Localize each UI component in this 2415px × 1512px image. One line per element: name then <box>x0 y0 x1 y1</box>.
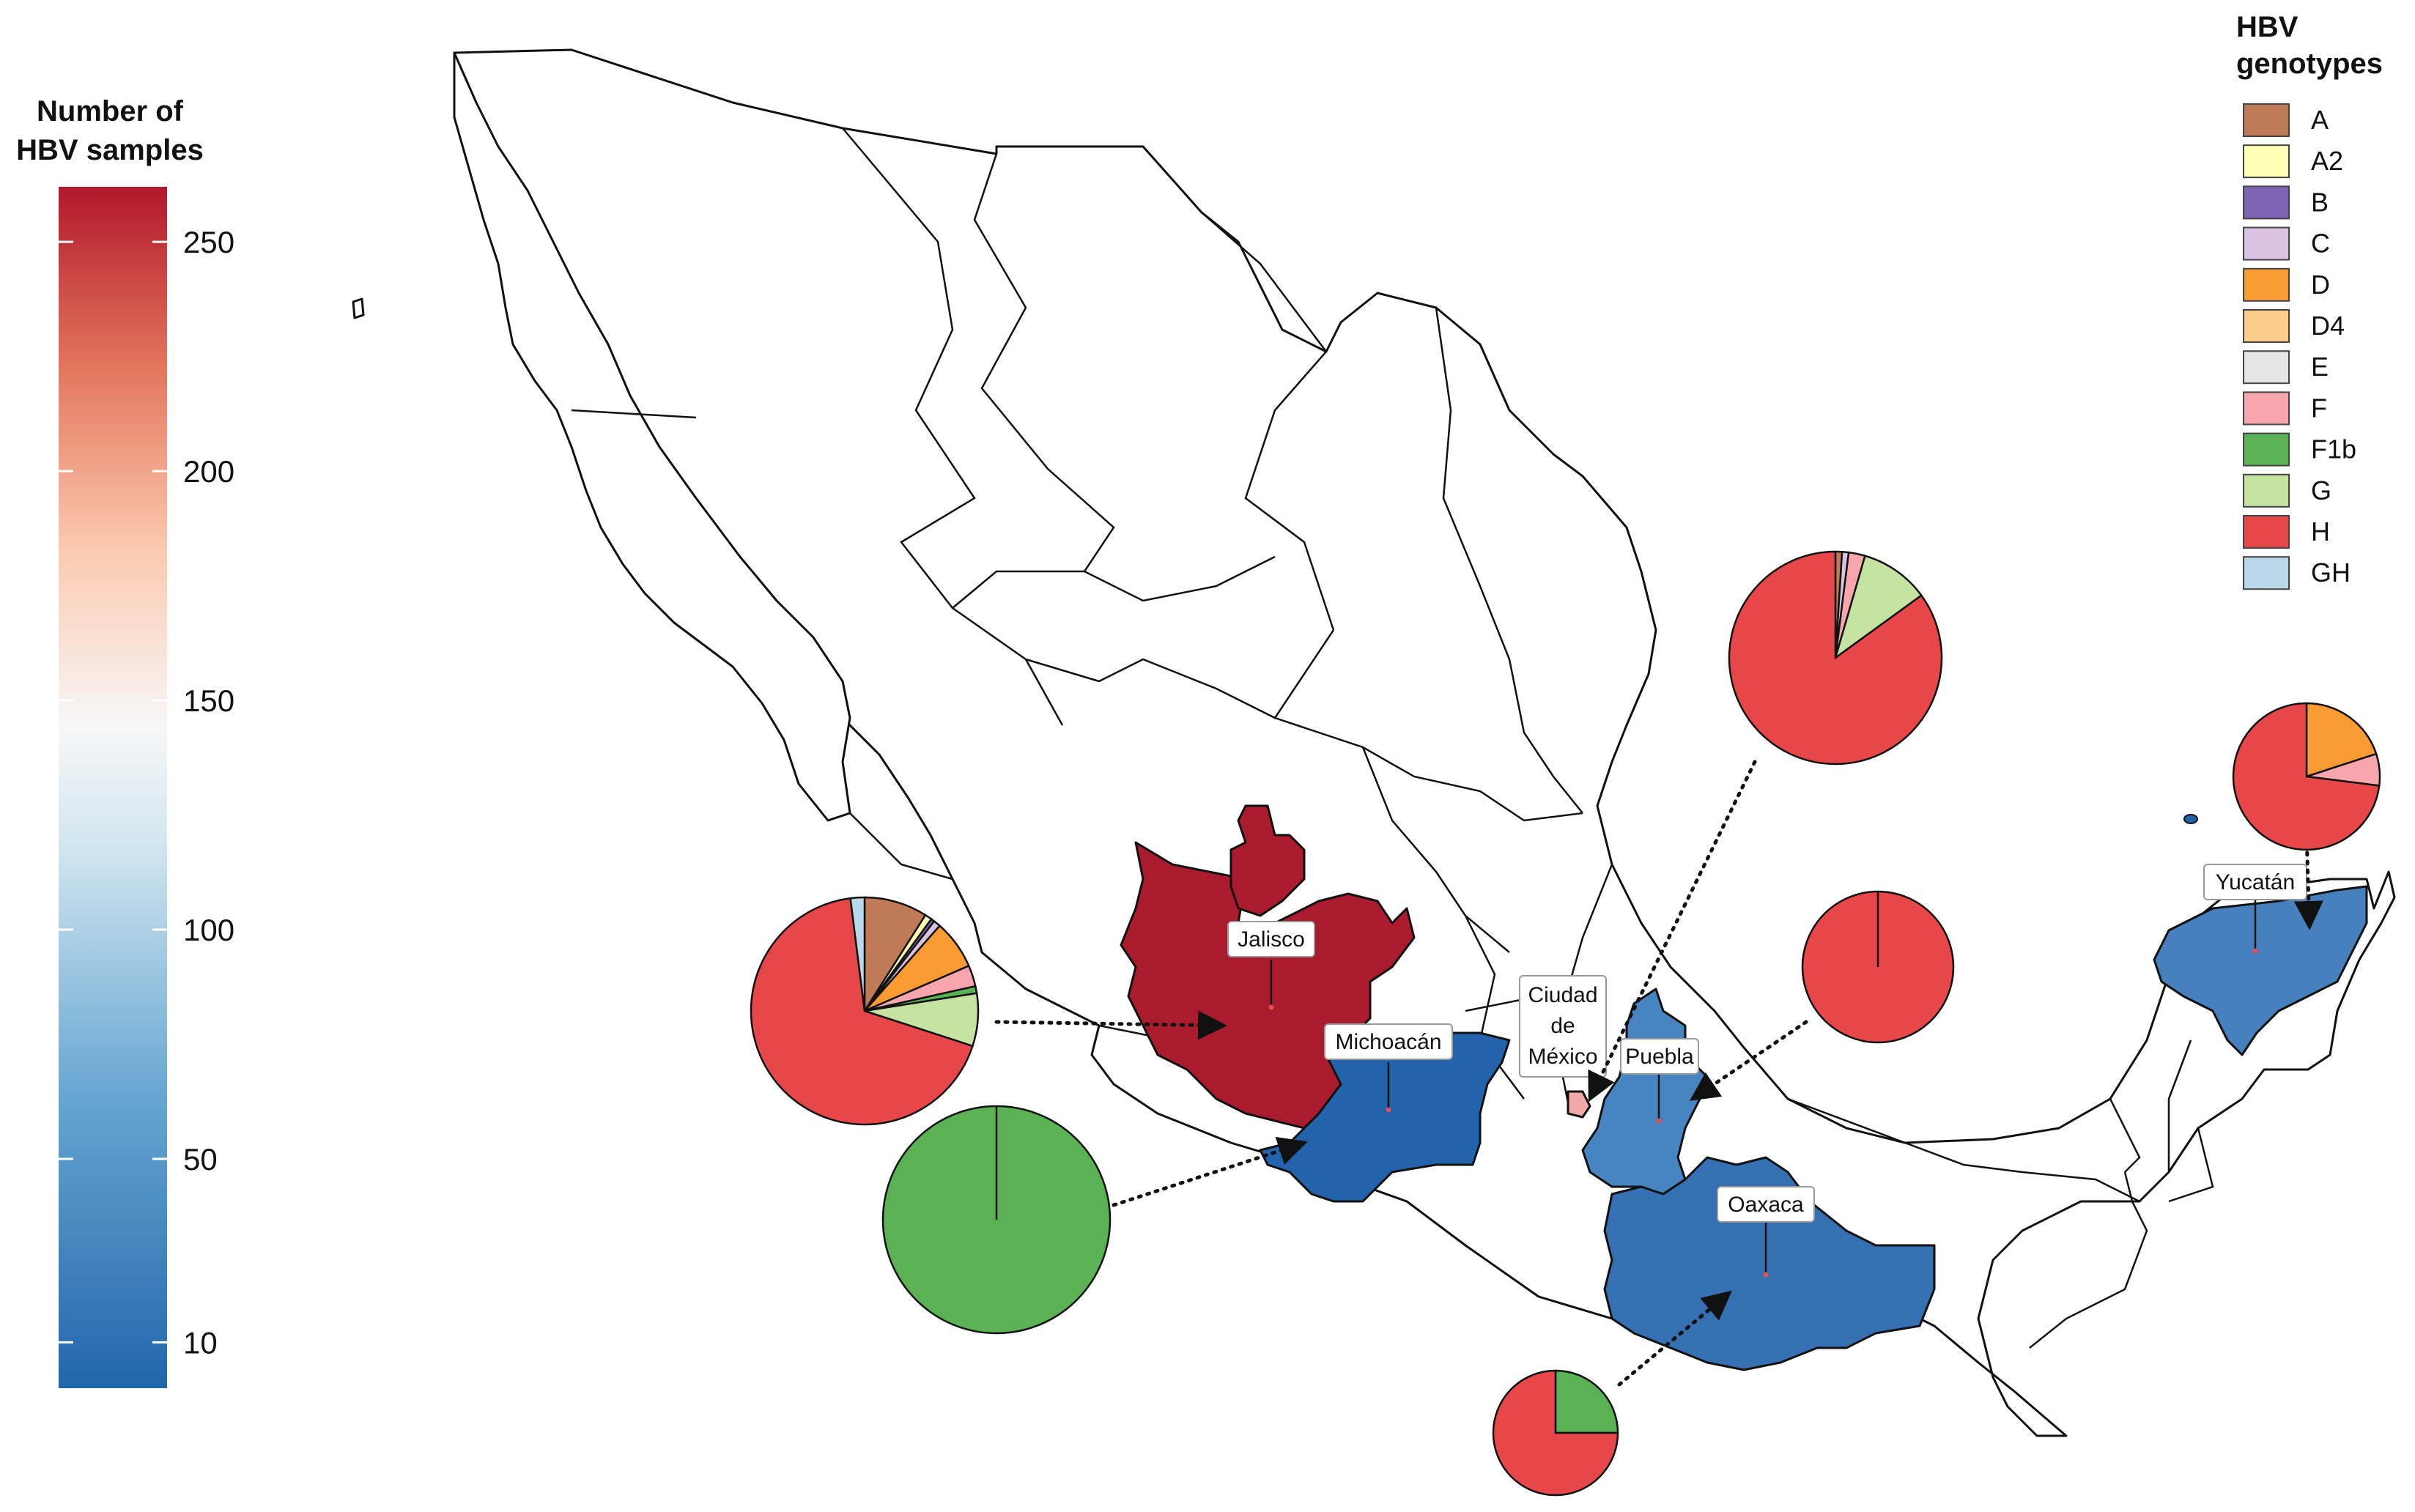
genotype-pies <box>750 550 2381 1497</box>
legend-swatch-e <box>2243 350 2290 385</box>
pie-yucat-n <box>2232 702 2381 851</box>
label-jalisco: Jalisco <box>1227 921 1315 1010</box>
legend-label-h: H <box>2311 516 2330 546</box>
legend-label-gh: GH <box>2311 557 2351 588</box>
legend-swatch-g <box>2243 473 2290 508</box>
label-oaxaca: Oaxaca <box>1717 1186 1815 1278</box>
arrow-oaxaca <box>1617 1290 1732 1387</box>
colorbar-tick-label: 250 <box>183 225 234 259</box>
label-cdmx-line3: México <box>1528 1045 1597 1069</box>
arrow-michoacan <box>1112 1136 1308 1207</box>
label-cdmx-line2: de <box>1550 1014 1575 1038</box>
label-jalisco-text: Jalisco <box>1238 927 1305 952</box>
pie-slice-g <box>1833 555 1923 661</box>
pie-puebla <box>1801 890 1955 1044</box>
legend-swatch-a <box>2243 103 2290 137</box>
pie-jalisco <box>750 896 980 1126</box>
pie-slice-d <box>2305 702 2378 778</box>
mexico-mainland <box>453 48 2396 1437</box>
label-oaxaca-text: Oaxaca <box>1728 1193 1804 1217</box>
colorbar-gradient <box>59 187 167 1388</box>
pie-slice-h <box>750 897 974 1126</box>
label-cdmx: Ciudad de México <box>1519 975 1607 1103</box>
baja-california <box>453 51 851 822</box>
arrow-cdmx <box>1588 760 1757 1102</box>
label-puebla: Puebla <box>1620 1038 1699 1124</box>
legend-swatch-c <box>2243 226 2290 261</box>
pie-michoac-n <box>881 1105 1112 1335</box>
legend-label-d: D <box>2311 270 2330 300</box>
legend-swatch-b <box>2243 185 2290 220</box>
legend-swatch-d <box>2243 267 2290 302</box>
arrow-jalisco <box>994 1010 1227 1040</box>
colorbar-ticks: 10 50 100 150 200 250 <box>59 225 234 1360</box>
colorbar-tick-label: 100 <box>183 913 234 947</box>
label-yucatan-text: Yucatán <box>2216 870 2295 894</box>
label-yucatan: Yucatán <box>2203 864 2307 954</box>
pie-slice-a <box>863 896 927 1015</box>
state-oaxaca[interactable] <box>1603 1156 1936 1371</box>
pie-slice-h <box>2232 702 2381 851</box>
genotype-legend: HBV genotypes A A2 BCD D4 EF F1b GH GH <box>2236 11 2383 590</box>
colorbar-title-line1: Number of <box>37 95 184 127</box>
legend-label-b: B <box>2311 187 2329 217</box>
label-puebla-text: Puebla <box>1625 1045 1694 1069</box>
legend-label-a2: A2 <box>2311 146 2343 176</box>
colorbar-tick-label: 150 <box>183 683 234 718</box>
legend-label-f: F <box>2311 393 2327 423</box>
pie-arrows <box>994 760 2323 1387</box>
pie-slice-gh <box>849 896 866 1012</box>
legend-swatch-f <box>2243 391 2290 426</box>
arrow-puebla <box>1689 1020 1808 1101</box>
pie-slice-h <box>1728 550 1943 766</box>
island <box>352 297 365 319</box>
pie-slice-h <box>1492 1369 1619 1497</box>
legend-label-g: G <box>2311 475 2331 505</box>
legend-swatch-a2 <box>2243 144 2290 179</box>
colorbar-tick-label: 50 <box>183 1142 218 1176</box>
legend-label-a: A <box>2311 105 2329 135</box>
label-cdmx-line1: Ciudad <box>1528 983 1597 1007</box>
island-cozumel <box>2183 814 2198 824</box>
label-michoacan: Michoacán <box>1324 1023 1453 1113</box>
genotype-legend-title-line1: HBV <box>2236 11 2298 43</box>
label-michoacan-text: Michoacán <box>1335 1030 1441 1054</box>
genotype-legend-items: A A2 BCD D4 EF F1b GH GH <box>2243 103 2356 590</box>
state-jalisco-north[interactable] <box>1229 804 1306 917</box>
legend-swatch-h <box>2243 515 2290 549</box>
legend-label-c: C <box>2311 229 2330 259</box>
pie-oaxaca <box>1492 1369 1619 1497</box>
legend-swatch-f1b <box>2243 432 2290 467</box>
colorbar-title-line2: HBV samples <box>16 134 204 166</box>
legend-label-d4: D4 <box>2311 311 2345 341</box>
mexico-map <box>352 48 2396 1437</box>
genotype-legend-title-line2: genotypes <box>2236 48 2383 80</box>
pie-ciudad-de-m-xico <box>1728 550 1943 766</box>
legend-label-e: E <box>2311 352 2329 382</box>
colorbar: Number of HBV samples 10 50 100 150 200 250 <box>16 95 234 1388</box>
legend-swatch-gh <box>2243 556 2290 590</box>
pie-slice-f1b <box>1554 1369 1619 1434</box>
colorbar-tick-label: 10 <box>183 1325 218 1360</box>
legend-label-f1b: F1b <box>2311 434 2356 464</box>
legend-swatch-d4 <box>2243 309 2290 343</box>
state-cdmx[interactable] <box>1567 1090 1591 1119</box>
arrow-yucatan <box>2293 833 2323 930</box>
state-labels: Jalisco Michoacán Ciudad de México Puebl… <box>1227 864 2307 1278</box>
colorbar-tick-label: 200 <box>183 454 234 489</box>
